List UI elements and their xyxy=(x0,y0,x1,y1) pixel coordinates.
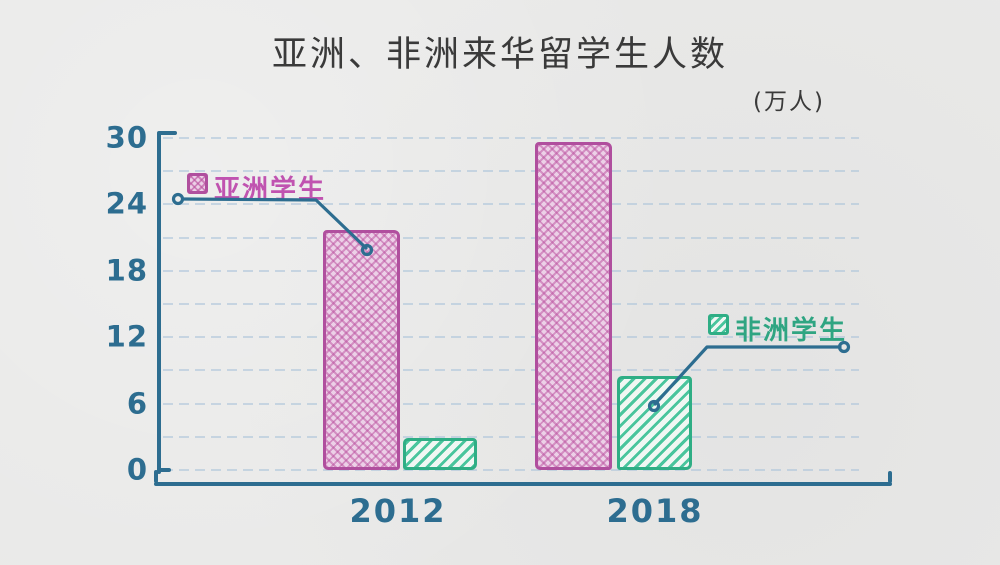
y-axis-bottom-tick xyxy=(157,468,171,472)
ruled-gridline xyxy=(163,170,859,173)
ruled-gridline xyxy=(163,203,859,206)
y-tick-label: 30 xyxy=(105,120,148,155)
ruled-gridline xyxy=(163,269,859,272)
ruled-gridline xyxy=(163,402,859,405)
x-tick-label-2012: 2012 xyxy=(349,492,447,530)
x-axis-line xyxy=(154,482,892,486)
bar-asia-2012 xyxy=(323,230,400,470)
ruled-gridline xyxy=(163,435,859,438)
bar-africa-2012 xyxy=(403,438,477,470)
legend-label-africa: 非洲学生 xyxy=(735,316,848,346)
y-tick-label: 12 xyxy=(105,319,148,354)
y-tick-label: 24 xyxy=(105,186,148,221)
x-axis-right-tick xyxy=(888,471,892,483)
bar-africa-2018 xyxy=(617,376,692,470)
y-tick-label: 18 xyxy=(105,253,148,288)
y-axis-line xyxy=(157,132,161,474)
bar-asia-2018 xyxy=(535,142,612,470)
ruled-gridline xyxy=(163,369,859,372)
unit-label: (万人) xyxy=(753,89,825,115)
y-tick-label: 6 xyxy=(126,385,148,420)
ruled-gridline xyxy=(163,336,859,339)
legend-swatch-asia-icon xyxy=(187,173,208,194)
legend-label-asia: 亚洲学生 xyxy=(214,175,327,205)
ruled-gridline xyxy=(163,469,859,471)
y-axis-top-tick xyxy=(157,131,177,135)
y-tick-label: 0 xyxy=(126,452,148,487)
chart-title: 亚洲、非洲来华留学生人数 xyxy=(271,35,728,75)
ruled-gridline xyxy=(163,236,859,239)
ruled-gridline xyxy=(163,137,859,139)
x-tick-label-2018: 2018 xyxy=(606,492,704,530)
legend-swatch-africa-icon xyxy=(708,314,729,335)
x-axis-left-tick xyxy=(154,470,158,483)
ruled-gridline xyxy=(163,303,859,305)
